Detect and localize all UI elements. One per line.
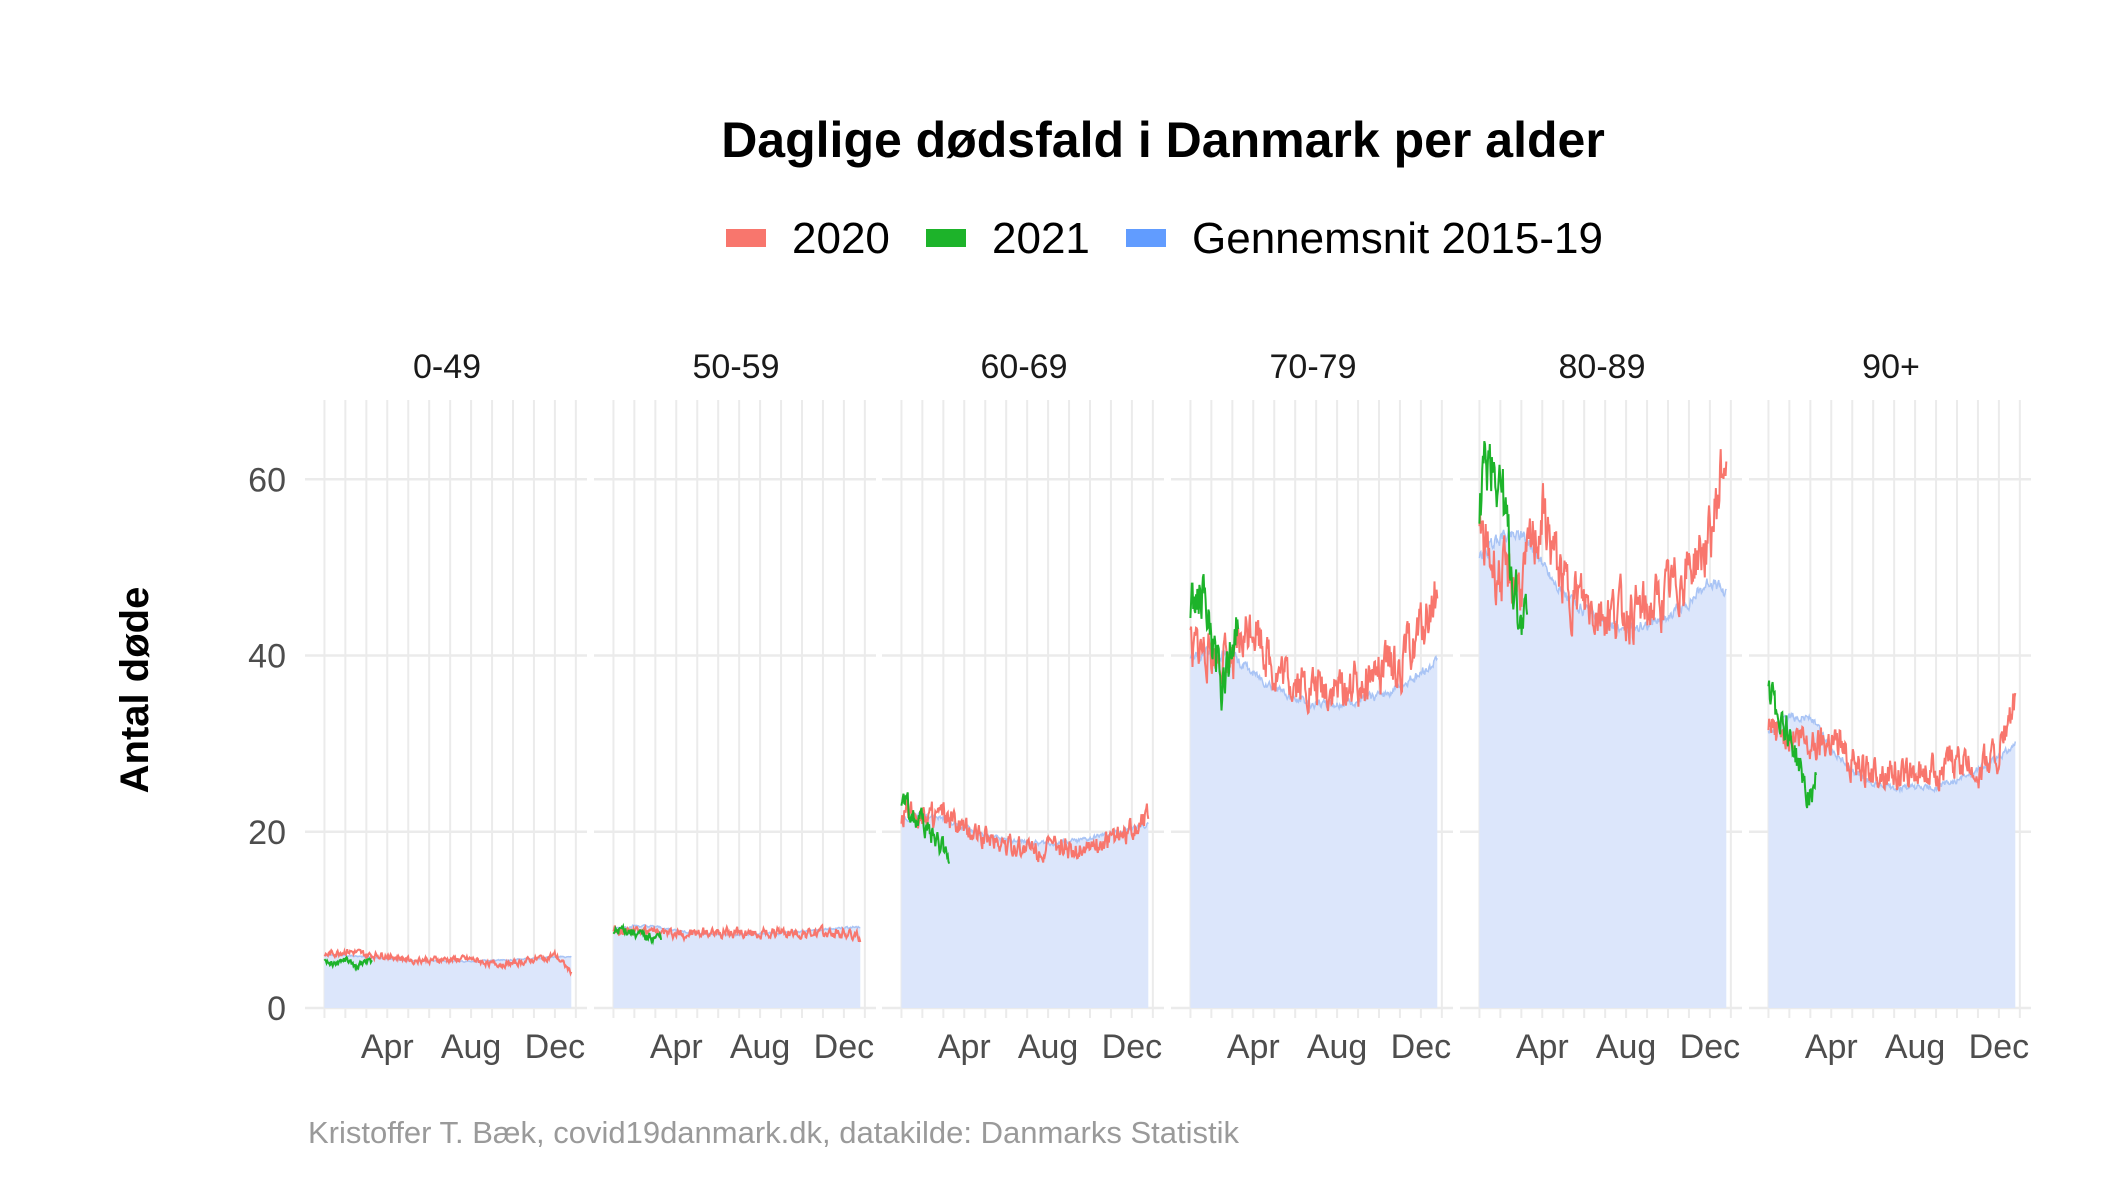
legend-label-0: 2020 (792, 214, 890, 263)
x-tick-label: Dec (525, 1028, 585, 1066)
series-area-avg-60-69 (901, 811, 1149, 1008)
series-line-avg-80-89 (1478, 528, 1727, 634)
x-tick-label: Apr (1805, 1028, 1858, 1066)
series-area-avg-90+ (1768, 713, 2016, 1008)
chart-title: Daglige dødsfald i Danmark per alder (721, 112, 1605, 168)
facet-panel-70-79: 70-79 Apr Aug Dec (1171, 348, 1453, 1066)
x-tick-label: Aug (1596, 1028, 1657, 1066)
facet-strip-label: 0-49 (413, 348, 481, 386)
x-tick-label: Aug (1885, 1028, 1946, 1066)
series-area-avg-0-49 (324, 954, 572, 1008)
y-tick-label: 60 (248, 461, 286, 499)
series-line-avg-90+ (1767, 711, 2017, 794)
series-line-2021-0-49 (323, 955, 373, 972)
series-area-avg-80-89 (1479, 529, 1727, 1008)
series-line-2021-60-69 (900, 792, 951, 864)
series-line-2021-50-59 (612, 922, 663, 946)
facet-panel-50-59: 50-59 Apr Aug Dec (594, 348, 876, 1066)
facet-panel-90+: 90+ Apr Aug Dec (1749, 348, 2031, 1066)
x-tick-label: Dec (1680, 1028, 1740, 1066)
series-line-2020-60-69 (900, 798, 1150, 863)
facet-strip-label: 80-89 (1559, 348, 1646, 386)
series-line-2020-0-49 (323, 947, 573, 977)
x-tick-label: Apr (1516, 1028, 1569, 1066)
legend-key-2 (1126, 229, 1166, 247)
facet-strip-label: 70-79 (1270, 348, 1357, 386)
x-tick-label: Dec (814, 1028, 874, 1066)
x-tick-label: Aug (441, 1028, 502, 1066)
facet-panel-0-49: 0-49 Apr Aug Dec (305, 348, 587, 1066)
legend: 2020 2021 Gennemsnit 2015-19 (726, 214, 1603, 263)
series-line-2021-80-89 (1478, 440, 1529, 635)
x-tick-label: Dec (1969, 1028, 2029, 1066)
x-tick-label: Aug (730, 1028, 791, 1066)
x-tick-label: Dec (1391, 1028, 1451, 1066)
y-axis-label: Antal døde (113, 587, 157, 794)
facet-strip-label: 50-59 (693, 348, 780, 386)
series-line-2020-90+ (1767, 692, 2017, 792)
series-line-2020-80-89 (1478, 449, 1728, 645)
series-area-avg-50-59 (613, 924, 861, 1008)
y-tick-label: 20 (248, 814, 286, 852)
series-line-2020-50-59 (612, 923, 862, 943)
series-line-2021-90+ (1767, 680, 1818, 809)
series-area-avg-70-79 (1190, 646, 1438, 1008)
x-tick-label: Apr (1227, 1028, 1280, 1066)
x-tick-label: Apr (650, 1028, 703, 1066)
x-tick-label: Apr (938, 1028, 991, 1066)
legend-label-1: 2021 (992, 214, 1090, 263)
facet-panel-60-69: 60-69 Apr Aug Dec (882, 348, 1164, 1066)
facet-panel-80-89: 80-89 Apr Aug Dec (1460, 348, 1742, 1066)
facet-panels: 0 20 40 60 0-49 Apr Aug Dec 50-59 Apr Aug Dec 60-69 A… (248, 348, 2031, 1066)
facet-strip-label: 90+ (1862, 348, 1920, 386)
caption: Kristoffer T. Bæk, covid19danmark.dk, da… (308, 1115, 1239, 1150)
legend-label-2: Gennemsnit 2015-19 (1192, 214, 1603, 263)
x-tick-label: Dec (1102, 1028, 1162, 1066)
series-line-2021-70-79 (1189, 573, 1240, 711)
facet-strip-label: 60-69 (981, 348, 1068, 386)
legend-key-1 (926, 229, 966, 247)
x-tick-label: Aug (1018, 1028, 1079, 1066)
y-tick-label: 0 (267, 990, 286, 1028)
legend-key-0 (726, 229, 766, 247)
x-tick-label: Aug (1307, 1028, 1368, 1066)
y-tick-label: 40 (248, 638, 286, 676)
x-tick-label: Apr (361, 1028, 414, 1066)
